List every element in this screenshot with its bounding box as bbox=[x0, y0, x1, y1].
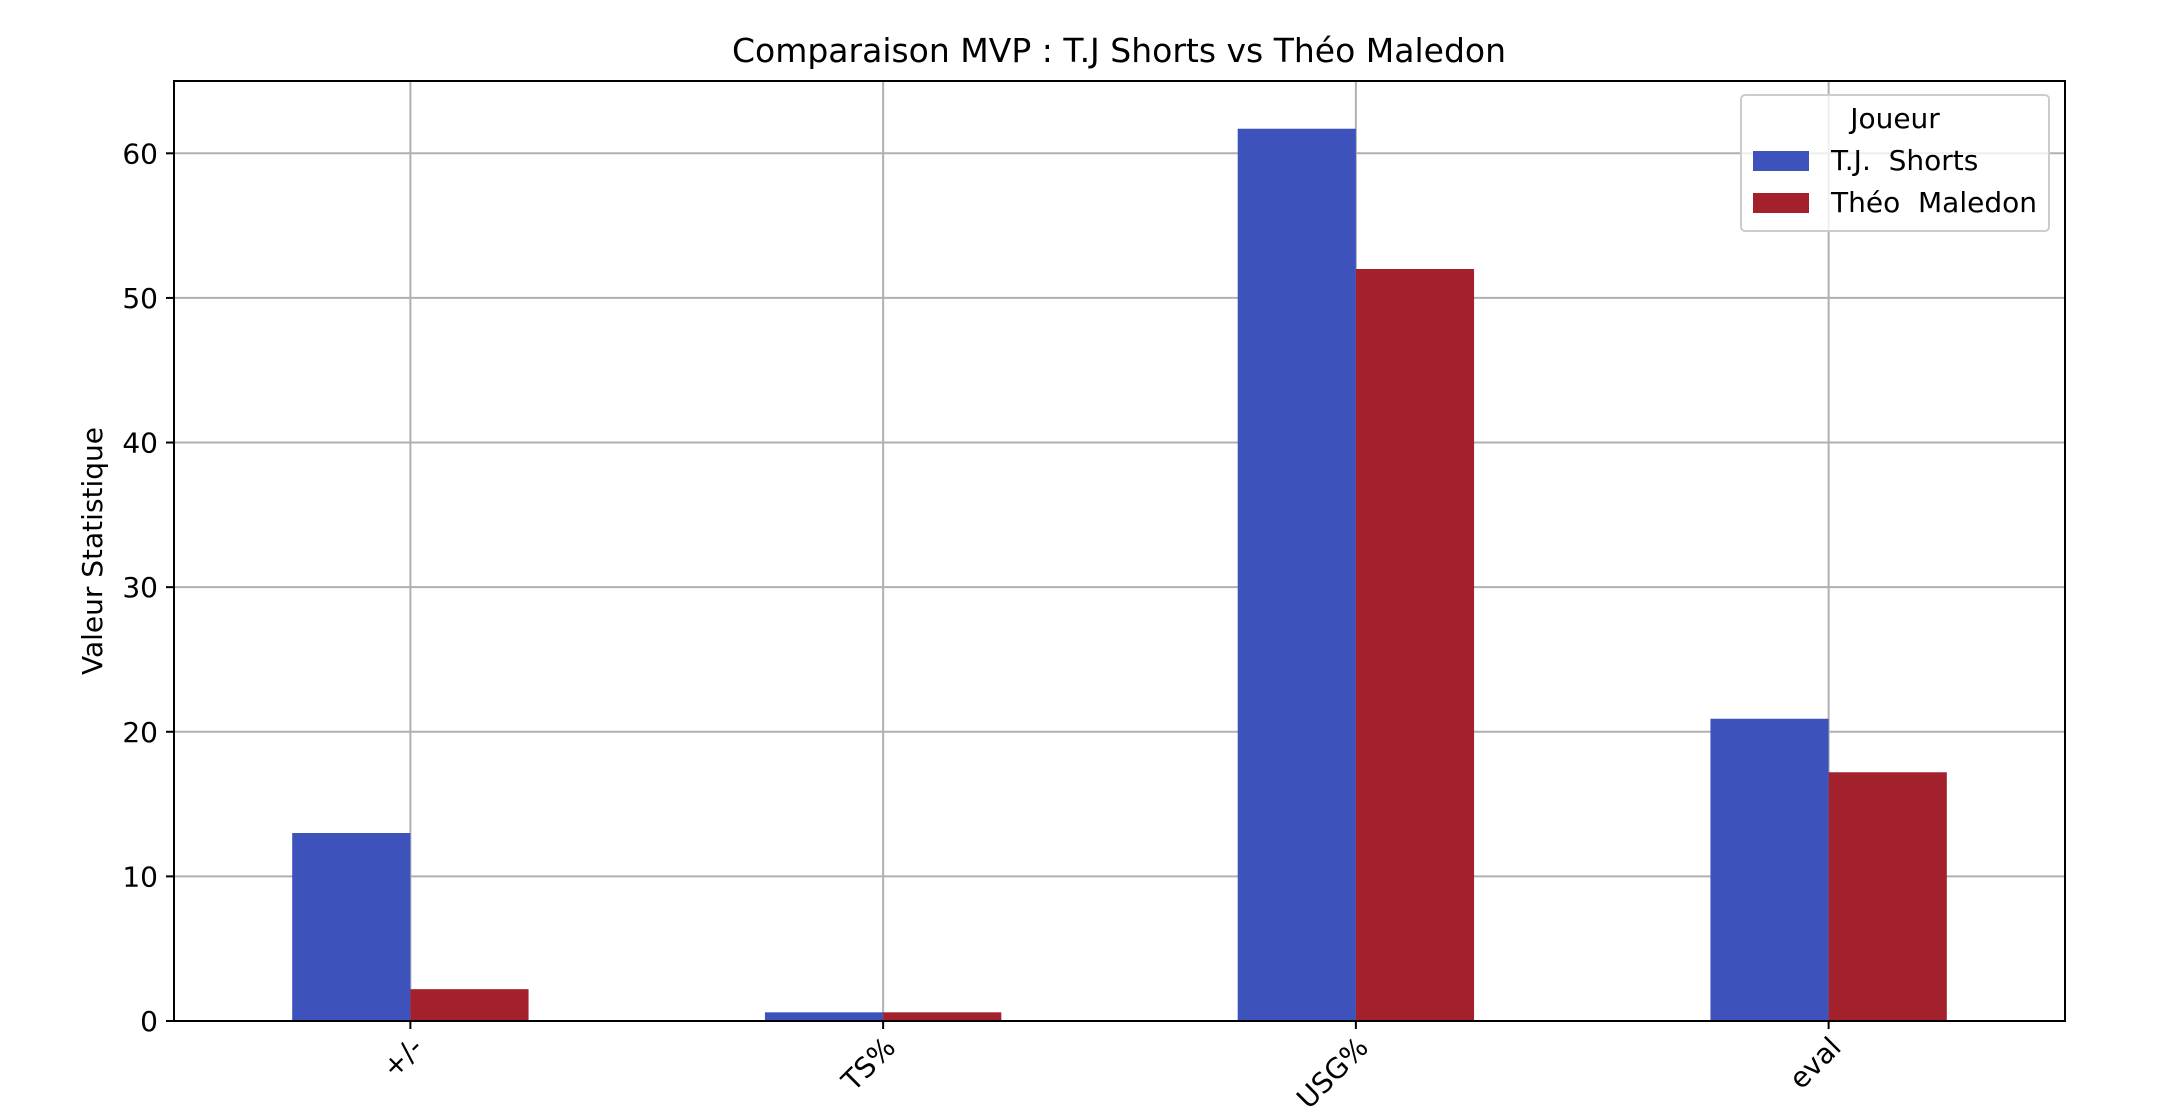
x-tick-label: TS% bbox=[835, 1031, 903, 1099]
y-tick-label: 50 bbox=[122, 282, 158, 315]
bars-layer bbox=[292, 128, 1947, 1021]
bar bbox=[1355, 269, 1475, 1021]
y-tick-label: 20 bbox=[122, 716, 158, 749]
legend-frame bbox=[1740, 94, 2050, 232]
y-tick-label: 30 bbox=[122, 571, 158, 604]
x-tick-label: USG% bbox=[1290, 1031, 1375, 1112]
bar bbox=[764, 1012, 884, 1021]
bar bbox=[883, 1012, 1002, 1021]
y-tick-label: 10 bbox=[122, 860, 158, 893]
bar bbox=[1237, 128, 1356, 1021]
y-tick-label: 60 bbox=[122, 137, 158, 170]
legend: Joueur T.J. Shorts Théo Maledon bbox=[1740, 94, 2050, 232]
bar bbox=[292, 833, 411, 1021]
legend-label: Théo Maledon bbox=[1830, 186, 2037, 219]
y-tick-label: 0 bbox=[140, 1005, 158, 1038]
legend-label: T.J. Shorts bbox=[1830, 144, 1978, 177]
legend-swatch bbox=[1753, 151, 1809, 171]
legend-title: Joueur bbox=[1848, 102, 1940, 135]
x-tick-label: eval bbox=[1783, 1031, 1848, 1096]
y-axis-label: Valeur Statistique bbox=[76, 427, 109, 675]
grid-layer bbox=[174, 81, 2065, 1022]
bar bbox=[410, 989, 529, 1021]
bar bbox=[1710, 718, 1829, 1021]
x-tick-label: +/- bbox=[376, 1031, 430, 1085]
chart-title: Comparaison MVP : T.J Shorts vs Théo Mal… bbox=[732, 31, 1506, 70]
legend-swatch bbox=[1753, 193, 1809, 213]
plot-frame bbox=[173, 80, 2066, 1022]
bar bbox=[1828, 772, 1947, 1021]
y-tick-label: 40 bbox=[122, 427, 158, 460]
